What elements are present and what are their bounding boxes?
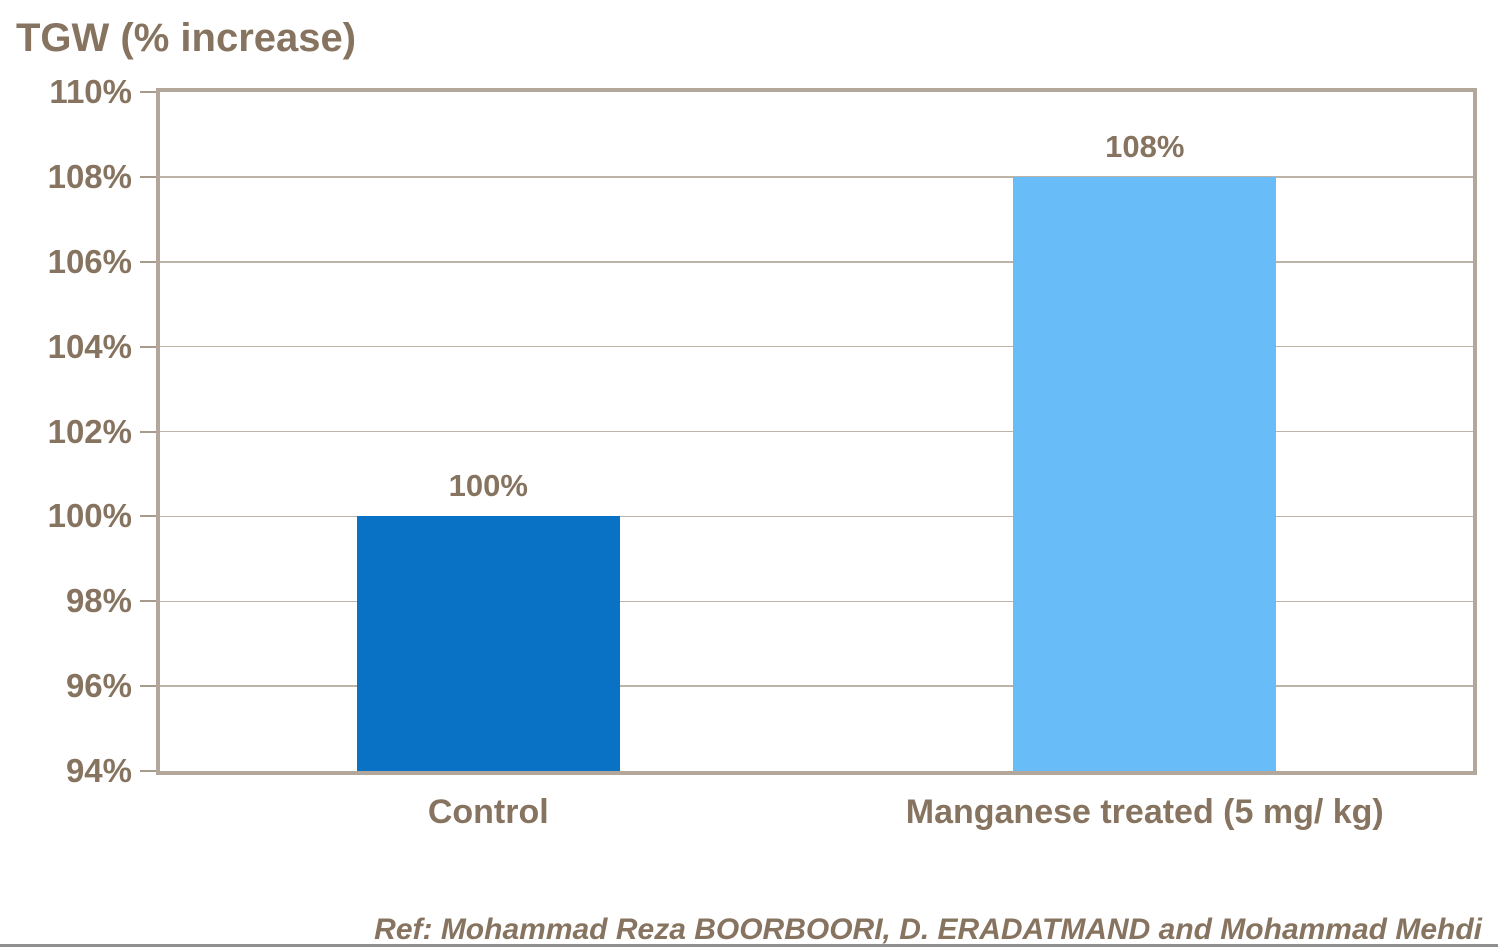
y-axis-tick-label: 94%: [65, 752, 132, 789]
gridline: [160, 430, 1473, 433]
x-axis-category-label: Manganese treated (5 mg/ kg): [905, 793, 1384, 831]
y-axis-tick-label: 104%: [47, 327, 132, 365]
y-axis-tick-label: 100%: [47, 497, 132, 535]
reference-text: Ref: Mohammad Reza BOORBOORI, D. ERADATM…: [374, 913, 1482, 946]
y-axis-tick: [140, 770, 156, 772]
y-axis-tick-label: 106%: [47, 242, 132, 280]
plot-area: [156, 88, 1477, 775]
y-axis-tick: [140, 685, 156, 688]
y-axis-tick: [140, 260, 156, 263]
y-axis-tick: [140, 430, 156, 433]
bar-value-label: 108%: [1105, 128, 1185, 164]
y-axis-tick: [140, 91, 156, 93]
gridline: [160, 176, 1473, 178]
gridline: [160, 261, 1473, 263]
y-axis-tick: [140, 515, 156, 518]
y-axis-tick-label: 110%: [49, 73, 132, 110]
gridline: [160, 685, 1473, 687]
gridline: [160, 600, 1473, 602]
y-axis-tick: [140, 600, 156, 603]
y-axis-tick-label: 98%: [65, 582, 132, 620]
bottom-divider-line: [0, 944, 1498, 947]
y-axis-tick-label: 108%: [47, 157, 132, 195]
y-axis-tick: [140, 345, 156, 348]
x-axis-category-label: Control: [427, 793, 549, 831]
y-axis-tick: [140, 175, 156, 178]
y-axis-tick-label: 96%: [65, 667, 132, 705]
gridline: [160, 345, 1473, 348]
bar-manganese-treated-5-mg-kg: [1013, 176, 1277, 771]
y-axis-tick-label: 102%: [47, 412, 132, 450]
gridline: [160, 515, 1473, 518]
bar-control: [356, 516, 620, 771]
bar-value-label: 100%: [448, 468, 528, 504]
chart-title: TGW (% increase): [16, 16, 357, 60]
